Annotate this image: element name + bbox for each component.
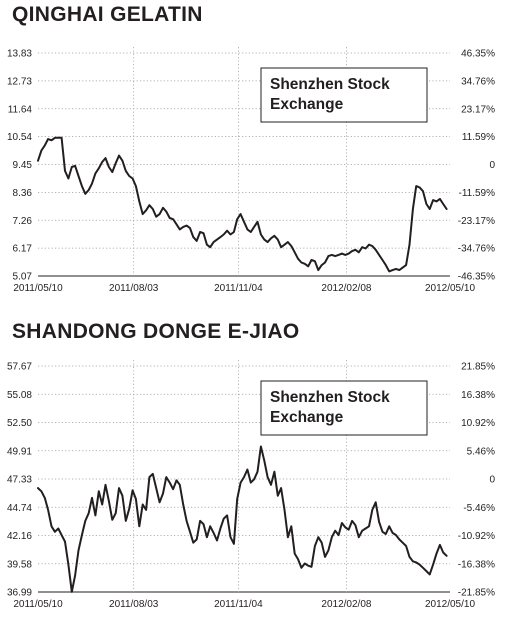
chart-2-xtick: 2011/11/04 — [214, 599, 263, 610]
chart-1-ytick-left: 10.54 — [7, 132, 32, 143]
chart-1-xtick: 2011/11/04 — [214, 283, 263, 294]
chart-1-ytick-right: 23.17% — [461, 104, 495, 115]
chart-2-ytick-right: 21.85% — [461, 362, 495, 373]
chart-1-annotation-box — [260, 67, 428, 123]
chart-2-annotation-text: Shenzhen Stock — [270, 389, 390, 406]
chart-1-ytick-left: 9.45 — [13, 160, 33, 171]
chart-2-ytick-right: -21.85% — [458, 588, 495, 599]
chart-1-qinghai-gelatin: 13.83 46.35% 12.73 34.76% 11.64 23.17% 10.54 11… — [7, 47, 495, 294]
chart-1-ytick-left: 5.07 — [13, 272, 33, 283]
chart-1-ytick-right: 46.35% — [461, 49, 495, 60]
chart-2-ytick-left: 47.33 — [7, 475, 32, 486]
chart-2-xtick: 2011/05/10 — [13, 599, 63, 610]
chart-1-ytick-right: -23.17% — [458, 216, 495, 227]
chart-1-annotation-text: Exchange — [270, 96, 344, 113]
chart-1-ytick-left: 13.83 — [7, 49, 32, 60]
chart-1-series-line — [37, 136, 448, 273]
chart-2-title: SHANDONG DONGE E-JIAO — [12, 320, 300, 343]
chart-2-ytick-left: 36.99 — [7, 588, 32, 599]
chart-1-annotation-text: Shenzhen Stock — [270, 76, 390, 93]
chart-1-ytick-right: 0 — [489, 160, 495, 171]
chart-2-ytick-right: 16.38% — [461, 390, 495, 401]
chart-1-xtick: 2012/02/08 — [321, 283, 371, 294]
chart-2-ytick-right: -10.92% — [458, 531, 495, 542]
chart-1-ytick-left: 6.17 — [13, 244, 33, 255]
chart-2-xtick: 2012/02/08 — [321, 599, 371, 610]
chart-1-ytick-right: 11.59% — [462, 132, 495, 143]
chart-2-ytick-left: 44.74 — [7, 503, 32, 514]
chart-1-ytick-right: -34.76% — [458, 244, 495, 255]
chart-2-annotation-text: Exchange — [270, 409, 344, 426]
chart-2-ytick-left: 55.08 — [7, 390, 32, 401]
chart-1-ytick-right: -46.35% — [458, 272, 495, 283]
chart-1-ytick-left: 12.73 — [7, 76, 32, 87]
chart-1-ytick-right: -11.59% — [458, 188, 495, 199]
chart-2-xtick: 2011/08/03 — [109, 599, 159, 610]
chart-2-ytick-left: 49.91 — [7, 446, 32, 457]
chart-2-ytick-right: -5.46% — [463, 503, 495, 514]
chart-2-ytick-right: 5.46% — [467, 446, 495, 457]
chart-2-ytick-right: 0 — [489, 475, 495, 486]
chart-2-annotation-box — [260, 380, 428, 436]
chart-2-xtick: 2012/05/10 — [425, 599, 475, 610]
chart-1-ytick-right: 34.76% — [461, 76, 495, 87]
chart-2-ytick-left: 52.50 — [7, 418, 32, 429]
chart-1-xtick: 2011/08/03 — [109, 283, 159, 294]
chart-2-ytick-right: -16.38% — [458, 559, 495, 570]
chart-2-ytick-left: 57.67 — [7, 362, 32, 373]
chart-2-ytick-right: 10.92% — [461, 418, 495, 429]
chart-2-ytick-left: 39.58 — [7, 559, 32, 570]
chart-1-ytick-left: 7.26 — [13, 216, 33, 227]
chart-1-ytick-left: 8.36 — [13, 188, 33, 199]
chart-2-series-line — [37, 445, 448, 593]
chart-1-ytick-left: 11.64 — [8, 104, 33, 115]
chart-2-ytick-left: 42.16 — [7, 531, 32, 542]
chart-1-xtick: 2011/05/10 — [13, 283, 63, 294]
chart-1-xtick: 2012/05/10 — [425, 283, 475, 294]
chart-1-title: QINGHAI GELATIN — [12, 3, 203, 26]
